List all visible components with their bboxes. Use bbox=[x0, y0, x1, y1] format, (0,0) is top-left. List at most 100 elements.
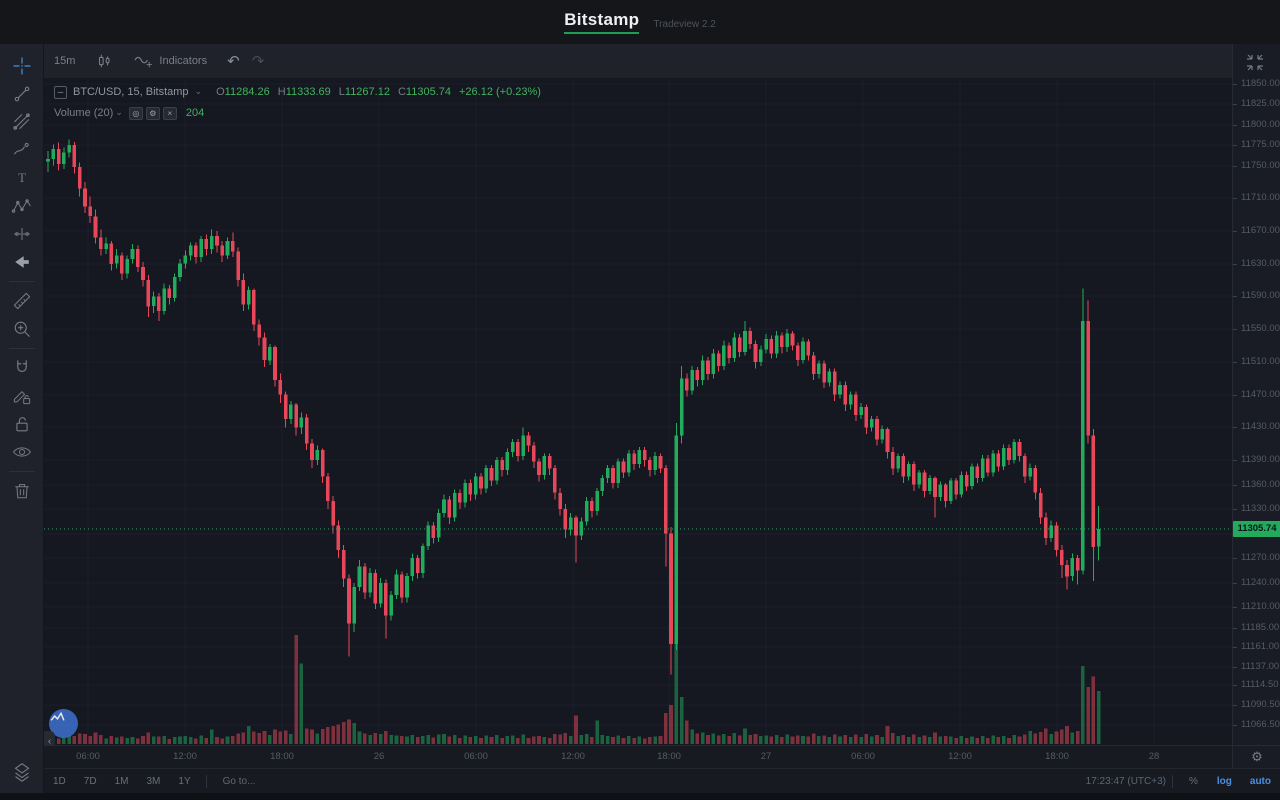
price-axis-rail: 11305.74 11850.00 11825.00 11800.00 11775.0… bbox=[1232, 44, 1280, 800]
bottom-strip bbox=[0, 793, 1280, 800]
volume-value: 204 bbox=[185, 107, 205, 119]
price-tick-label: 11066.50 bbox=[1233, 719, 1280, 731]
drawing-toolbar: T bbox=[0, 44, 44, 800]
symbol-title[interactable]: BTC/USD, 15, Bitstamp bbox=[73, 86, 189, 98]
toolbar-divider bbox=[8, 348, 35, 349]
change-value: +26.12 (+0.23%) bbox=[459, 86, 541, 98]
tool-brush-icon[interactable] bbox=[4, 136, 40, 164]
price-tick-label: 11114.50 bbox=[1233, 679, 1280, 691]
ohlc-open-key: O bbox=[216, 86, 225, 98]
last-price-label: 11305.74 bbox=[1233, 521, 1280, 537]
volume-visibility-button[interactable]: ◎ bbox=[128, 106, 143, 120]
indicators-label: Indicators bbox=[159, 55, 208, 67]
indicators-icon bbox=[134, 56, 153, 68]
percent-scale-button[interactable]: % bbox=[1188, 775, 1198, 787]
price-tick-label: 11330.00 bbox=[1233, 503, 1280, 515]
time-axis[interactable]: 06:00 12:00 18:00 26 06:00 12:00 18:00 27 06:00 1… bbox=[44, 745, 1232, 768]
tool-arrow-icon[interactable] bbox=[4, 248, 40, 276]
tool-text-icon[interactable]: T bbox=[4, 164, 40, 192]
price-tick-label: 11161.00 bbox=[1233, 641, 1280, 653]
tool-measure-ruler-icon[interactable] bbox=[4, 287, 40, 315]
range-7d-button[interactable]: 7D bbox=[83, 775, 97, 787]
price-tick-label: 11430.00 bbox=[1233, 421, 1280, 433]
range-3m-button[interactable]: 3M bbox=[146, 775, 161, 787]
chart-toolbar: 15m Indicators ↶ ↷ bbox=[44, 44, 1232, 79]
log-scale-button[interactable]: log bbox=[1216, 775, 1232, 787]
legend-collapse-icon[interactable]: – bbox=[54, 85, 67, 99]
collapse-panel-icon[interactable] bbox=[1243, 52, 1267, 76]
time-tick-label: 12:00 bbox=[948, 751, 972, 762]
collapse-left-toolbar-tab[interactable]: ‹ bbox=[44, 731, 55, 753]
auto-scale-button[interactable]: auto bbox=[1249, 775, 1271, 787]
brand-logo: Bitstamp bbox=[564, 10, 640, 34]
time-tick-label: 12:00 bbox=[173, 751, 197, 762]
price-tick-label: 11775.00 bbox=[1233, 139, 1280, 151]
volume-settings-button[interactable]: ⚙ bbox=[145, 106, 160, 120]
object-tree-icon[interactable] bbox=[4, 758, 40, 786]
tool-trend-line-icon[interactable] bbox=[4, 80, 40, 108]
tool-xabcd-pattern-icon[interactable] bbox=[4, 192, 40, 220]
chart-pane[interactable]: – BTC/USD, 15, Bitstamp ⌄ O 11284.26 H 113… bbox=[44, 79, 1232, 753]
interval-button[interactable]: 15m bbox=[44, 44, 85, 78]
time-tick-label: 18:00 bbox=[1045, 751, 1069, 762]
price-tick-label: 11210.00 bbox=[1233, 601, 1280, 613]
interval-label: 15m bbox=[54, 55, 76, 67]
range-1m-button[interactable]: 1M bbox=[114, 775, 129, 787]
chevron-down-icon[interactable]: ⌄ bbox=[194, 85, 203, 96]
volume-remove-button[interactable]: × bbox=[162, 106, 177, 120]
time-tick-label: 12:00 bbox=[561, 751, 585, 762]
price-tick-label: 11240.00 bbox=[1233, 577, 1280, 589]
price-tick-label: 11390.00 bbox=[1233, 454, 1280, 466]
price-tick-label: 11630.00 bbox=[1233, 258, 1280, 270]
price-tick-label: 11185.00 bbox=[1233, 622, 1280, 634]
tool-crosshair-icon[interactable] bbox=[4, 52, 40, 80]
svg-text:T: T bbox=[18, 171, 26, 185]
price-tick-label: 11137.00 bbox=[1233, 661, 1280, 673]
tool-magnet-icon[interactable] bbox=[4, 354, 40, 382]
price-tick-label: 11090.50 bbox=[1233, 699, 1280, 711]
tool-zoom-in-icon[interactable] bbox=[4, 315, 40, 343]
chart-legend: – BTC/USD, 15, Bitstamp ⌄ O 11284.26 H 113… bbox=[54, 84, 541, 122]
time-tick-label: 06:00 bbox=[76, 751, 100, 762]
tool-gann-fibonacci-icon[interactable] bbox=[4, 108, 40, 136]
version-label: Tradeview 2.2 bbox=[653, 18, 716, 30]
price-tick-label: 11470.00 bbox=[1233, 389, 1280, 401]
price-tick-label: 11800.00 bbox=[1233, 119, 1280, 131]
price-tick-label: 11360.00 bbox=[1233, 479, 1280, 491]
price-tick-label: 11825.00 bbox=[1233, 98, 1280, 110]
chart-style-button[interactable] bbox=[85, 44, 123, 78]
time-tick-label: 27 bbox=[760, 751, 772, 762]
time-tick-label: 18:00 bbox=[657, 751, 681, 762]
clock-label[interactable]: 17:23:47 (UTC+3) bbox=[1085, 775, 1166, 787]
ohlc-open-value: 11284.26 bbox=[224, 86, 270, 98]
divider bbox=[205, 774, 207, 788]
candlestick-chart[interactable] bbox=[44, 79, 1232, 745]
tool-stay-in-drawing-mode-icon[interactable] bbox=[4, 382, 40, 410]
tool-lock-all-drawings-icon[interactable] bbox=[4, 410, 40, 438]
candles-icon bbox=[99, 54, 110, 68]
tool-remove-all-drawings-icon[interactable] bbox=[4, 477, 40, 505]
ohlc-high-value: 11333.69 bbox=[285, 86, 331, 98]
price-tick-label: 11670.00 bbox=[1233, 225, 1280, 237]
volume-study-label[interactable]: Volume (20) bbox=[54, 107, 114, 119]
range-1d-button[interactable]: 1D bbox=[53, 775, 66, 787]
redo-button[interactable]: ↷ bbox=[251, 53, 265, 70]
bottom-toolbar: 1D 7D 1M 3M 1Y Go to... 17:23:47 (UTC+3)… bbox=[44, 768, 1280, 793]
undo-button[interactable]: ↶ bbox=[227, 53, 240, 70]
app-header: Bitstamp Tradeview 2.2 bbox=[0, 0, 1280, 44]
ohlc-close-value: 11305.74 bbox=[405, 86, 451, 98]
toolbar-divider bbox=[8, 281, 35, 282]
price-tick-label: 11850.00 bbox=[1233, 78, 1280, 90]
chevron-down-icon[interactable]: ⌄ bbox=[115, 106, 123, 117]
axis-settings-gear-icon[interactable]: ⚙ bbox=[1233, 745, 1280, 768]
price-axis[interactable]: 11305.74 11850.00 11825.00 11800.00 11775.0… bbox=[1233, 78, 1280, 745]
price-tick-label: 11550.00 bbox=[1233, 323, 1280, 335]
range-1y-button[interactable]: 1Y bbox=[178, 775, 191, 787]
ohlc-low-key: L bbox=[338, 86, 345, 98]
goto-button[interactable]: Go to... bbox=[222, 775, 256, 787]
tool-forecast-icon[interactable] bbox=[4, 220, 40, 248]
tool-hide-all-drawings-icon[interactable] bbox=[4, 438, 40, 466]
indicators-button[interactable]: Indicators bbox=[123, 44, 217, 78]
mountain-logo-icon bbox=[50, 711, 65, 721]
